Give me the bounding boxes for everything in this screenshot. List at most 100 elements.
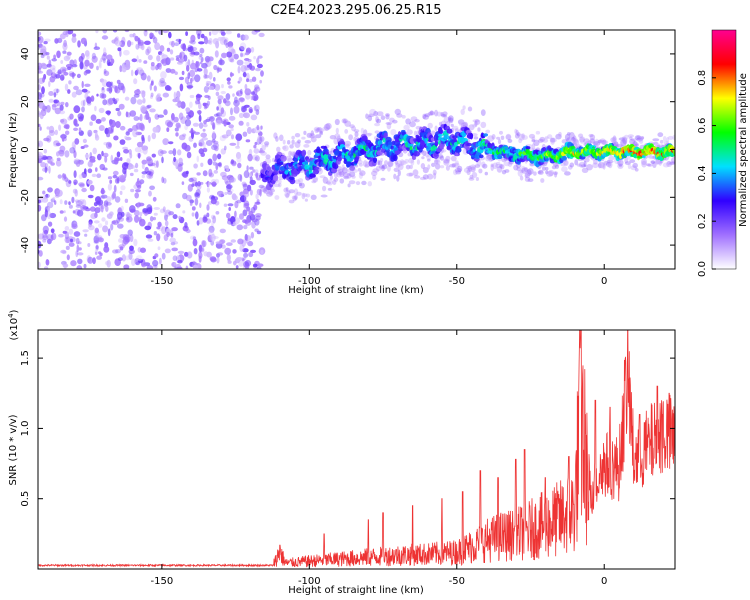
signal-halo	[422, 167, 429, 174]
signal-halo	[583, 157, 590, 163]
signal-halo	[385, 113, 390, 117]
noise-blob	[204, 36, 209, 45]
signal-halo	[650, 160, 656, 164]
noise-blob	[38, 140, 44, 148]
noise-blob	[239, 42, 247, 51]
noise-blob	[229, 177, 237, 183]
noise-blob	[38, 123, 41, 127]
noise-blob	[244, 104, 250, 108]
noise-blob	[217, 103, 222, 112]
noise-blob	[160, 81, 167, 87]
noise-blob	[242, 183, 248, 188]
noise-blob	[177, 250, 185, 254]
noise-blob	[53, 99, 60, 104]
noise-blob	[256, 230, 262, 235]
x-tick-label: -150	[151, 276, 174, 287]
noise-blob	[100, 194, 108, 199]
signal-halo	[275, 136, 279, 142]
noise-blob	[161, 252, 166, 260]
spectrogram-x-axis-label: Height of straight line (km)	[288, 285, 424, 296]
noise-blob	[177, 59, 185, 63]
noise-blob	[192, 264, 198, 269]
noise-blob	[134, 147, 142, 153]
noise-blob	[198, 217, 204, 225]
noise-blob	[238, 112, 244, 119]
noise-blob	[126, 158, 131, 164]
signal-halo	[343, 176, 350, 180]
noise-blob	[98, 223, 103, 228]
signal-blob	[457, 147, 462, 153]
noise-blob	[89, 121, 93, 126]
noise-blob	[216, 190, 224, 197]
noise-blob	[203, 74, 208, 79]
noise-blob	[58, 124, 62, 131]
signal-halo	[427, 158, 431, 162]
noise-blob	[82, 229, 89, 233]
noise-blob	[62, 30, 68, 35]
signal-halo	[265, 154, 271, 160]
noise-blob	[237, 173, 242, 181]
noise-blob	[96, 255, 102, 260]
signal-halo	[618, 137, 626, 141]
noise-blob	[71, 91, 77, 98]
noise-blob	[141, 163, 145, 170]
signal-halo	[618, 164, 623, 168]
noise-blob	[52, 67, 56, 74]
signal-blob	[437, 133, 443, 137]
noise-blob	[73, 59, 77, 66]
noise-blob	[189, 94, 195, 99]
noise-blob	[221, 134, 229, 139]
noise-blob	[213, 77, 216, 82]
signal-halo	[283, 187, 289, 193]
noise-blob	[243, 34, 249, 41]
noise-blob	[243, 170, 250, 179]
noise-blob	[202, 170, 208, 177]
signal-halo	[564, 133, 570, 141]
signal-halo	[445, 165, 450, 171]
signal-halo	[311, 180, 317, 184]
noise-blob	[256, 124, 260, 131]
noise-blob	[112, 191, 116, 199]
noise-blob	[102, 225, 109, 233]
noise-blob	[134, 192, 139, 199]
x-tick-label: -150	[151, 576, 174, 587]
noise-blob	[75, 237, 80, 245]
noise-blob	[181, 172, 188, 177]
noise-blob	[135, 255, 143, 262]
signal-halo	[564, 171, 571, 176]
noise-blob	[135, 189, 141, 193]
noise-blob	[218, 161, 223, 168]
noise-blob	[95, 118, 102, 124]
noise-blob	[199, 61, 203, 65]
noise-blob	[59, 119, 65, 123]
signal-halo	[279, 134, 284, 142]
noise-blob	[253, 144, 257, 149]
signal-halo	[393, 173, 397, 180]
signal-halo	[420, 163, 426, 169]
noise-blob	[241, 258, 245, 262]
signal-halo	[549, 137, 556, 143]
noise-blob	[233, 53, 239, 60]
signal-halo	[305, 193, 311, 198]
signal-halo	[529, 163, 535, 167]
signal-halo	[329, 135, 337, 140]
noise-blob	[254, 104, 260, 112]
noise-blob	[260, 125, 263, 130]
noise-blob	[207, 158, 213, 166]
signal-halo	[410, 159, 415, 166]
noise-blob	[243, 200, 250, 208]
noise-blob	[152, 126, 159, 133]
noise-blob	[115, 249, 121, 254]
noise-blob	[177, 149, 182, 156]
noise-blob	[189, 69, 196, 78]
noise-blob	[54, 129, 58, 136]
snr-x-ticks: -150 -100 -50 0	[151, 330, 607, 587]
signal-halo	[515, 129, 519, 136]
noise-blob	[46, 211, 52, 220]
noise-blob	[163, 109, 168, 116]
noise-blob	[210, 214, 216, 220]
noise-blob	[64, 231, 70, 240]
noise-blob	[227, 260, 232, 264]
signal-halo	[291, 135, 295, 140]
noise-blob	[238, 260, 244, 267]
